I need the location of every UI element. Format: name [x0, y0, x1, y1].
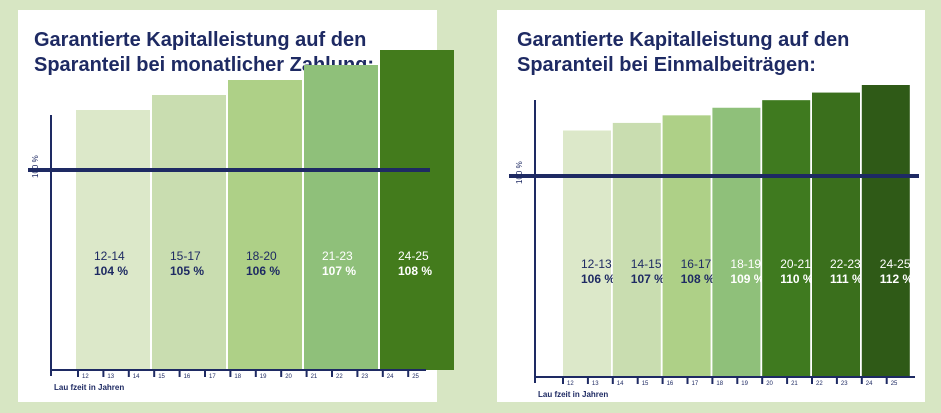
bar-range-label: 21-23: [322, 249, 353, 263]
y-reference-label: 100 %: [31, 155, 40, 178]
bar: [662, 115, 711, 377]
x-tick-label: 20: [285, 374, 292, 380]
bar: [563, 130, 611, 377]
bar-range-label: 18-19: [730, 257, 761, 271]
bar: [228, 80, 302, 370]
x-tick-label: 16: [184, 374, 191, 380]
x-tick-label: 18: [234, 374, 241, 380]
bar-range-label: 12-13: [581, 257, 612, 271]
bar-value-label: 109 %: [730, 272, 764, 286]
bar: [152, 95, 226, 370]
x-tick-label: 12: [567, 381, 574, 387]
x-tick-label: 18: [716, 381, 723, 387]
x-tick-label: 23: [841, 381, 848, 387]
bar-value-label: 107 %: [631, 272, 665, 286]
bar-range-label: 22-23: [830, 257, 861, 271]
x-tick-label: 19: [260, 374, 267, 380]
x-tick-label: 14: [133, 374, 140, 380]
bar-value-label: 110 %: [780, 272, 814, 286]
bar-value-label: 106 %: [246, 264, 280, 278]
bar-value-label: 108 %: [681, 272, 715, 286]
bar-range-label: 20-21: [780, 257, 811, 271]
x-tick-label: 24: [866, 381, 873, 387]
bar-range-label: 18-20: [246, 249, 277, 263]
bar: [812, 92, 860, 377]
bar-value-label: 106 %: [581, 272, 615, 286]
bar-value-label: 107 %: [322, 264, 356, 278]
x-tick-label: 25: [412, 374, 419, 380]
bar-range-label: 24-25: [398, 249, 429, 263]
x-tick-label: 19: [741, 381, 748, 387]
y-reference-label: 100 %: [515, 161, 524, 184]
bar: [861, 85, 910, 377]
x-tick-label: 22: [336, 374, 343, 380]
bar: [304, 65, 378, 370]
bar: [612, 122, 661, 378]
bar-value-label: 111 %: [830, 272, 863, 286]
x-tick-label: 17: [692, 381, 699, 387]
bar-range-label: 12-14: [94, 249, 125, 263]
x-axis-label: Lau fzeit in Jahren: [538, 390, 608, 399]
bar-range-label: 24-25: [880, 257, 911, 271]
x-tick-label: 25: [891, 381, 898, 387]
x-tick-label: 14: [617, 381, 624, 387]
x-tick-label: 23: [361, 374, 368, 380]
x-tick-label: 21: [791, 381, 798, 387]
x-tick-label: 12: [82, 374, 89, 380]
x-tick-label: 16: [667, 381, 674, 387]
x-tick-label: 17: [209, 374, 216, 380]
bar: [762, 100, 811, 378]
bar-value-label: 112 %: [880, 272, 914, 286]
x-tick-label: 15: [158, 374, 165, 380]
bar: [380, 50, 454, 370]
chart-panel-monthly: Garantierte Kapitalleistung auf den Spar…: [18, 10, 454, 402]
bar-range-label: 15-17: [170, 249, 201, 263]
chart-title: Garantierte Kapitalleistung auf den Spar…: [517, 29, 850, 76]
bar-value-label: 105 %: [170, 264, 204, 278]
bar: [712, 107, 761, 377]
x-tick-label: 21: [311, 374, 318, 380]
bar-range-label: 14-15: [631, 257, 662, 271]
bar: [76, 110, 150, 370]
bar-value-label: 108 %: [398, 264, 432, 278]
bar-range-label: 16-17: [681, 257, 712, 271]
x-tick-label: 24: [387, 374, 394, 380]
bar-value-label: 104 %: [94, 264, 128, 278]
x-tick-label: 13: [107, 374, 114, 380]
chart-panel-single-premium: Garantierte Kapitalleistung auf den Spar…: [497, 10, 925, 402]
x-axis-label: Lau fzeit in Jahren: [54, 383, 124, 392]
x-tick-label: 15: [642, 381, 649, 387]
x-tick-label: 22: [816, 381, 823, 387]
x-tick-label: 20: [766, 381, 773, 387]
x-tick-label: 13: [592, 381, 599, 387]
